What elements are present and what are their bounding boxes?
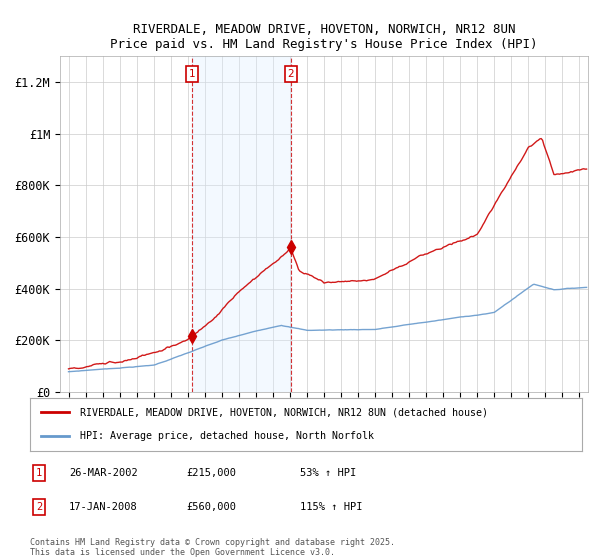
Bar	[191, 56, 290, 392]
Text: Contains HM Land Registry data © Crown copyright and database right 2025.
This d: Contains HM Land Registry data © Crown c…	[30, 538, 395, 557]
Text: 2: 2	[287, 69, 294, 79]
Text: 53% ↑ HPI: 53% ↑ HPI	[300, 468, 356, 478]
Text: £215,000: £215,000	[186, 468, 236, 478]
Text: 26-MAR-2002: 26-MAR-2002	[69, 468, 138, 478]
Text: HPI: Average price, detached house, North Norfolk: HPI: Average price, detached house, Nort…	[80, 431, 374, 441]
Text: 1: 1	[188, 69, 195, 79]
Text: 17-JAN-2008: 17-JAN-2008	[69, 502, 138, 512]
Text: £560,000: £560,000	[186, 502, 236, 512]
Title: RIVERDALE, MEADOW DRIVE, HOVETON, NORWICH, NR12 8UN
Price paid vs. HM Land Regis: RIVERDALE, MEADOW DRIVE, HOVETON, NORWIC…	[110, 22, 538, 50]
Text: RIVERDALE, MEADOW DRIVE, HOVETON, NORWICH, NR12 8UN (detached house): RIVERDALE, MEADOW DRIVE, HOVETON, NORWIC…	[80, 408, 488, 418]
Text: 1: 1	[36, 468, 42, 478]
Text: 2: 2	[36, 502, 42, 512]
Text: 115% ↑ HPI: 115% ↑ HPI	[300, 502, 362, 512]
